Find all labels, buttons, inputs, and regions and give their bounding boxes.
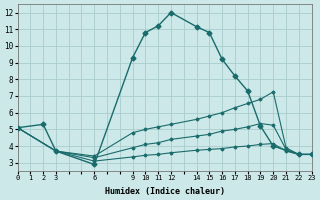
X-axis label: Humidex (Indice chaleur): Humidex (Indice chaleur): [105, 187, 225, 196]
